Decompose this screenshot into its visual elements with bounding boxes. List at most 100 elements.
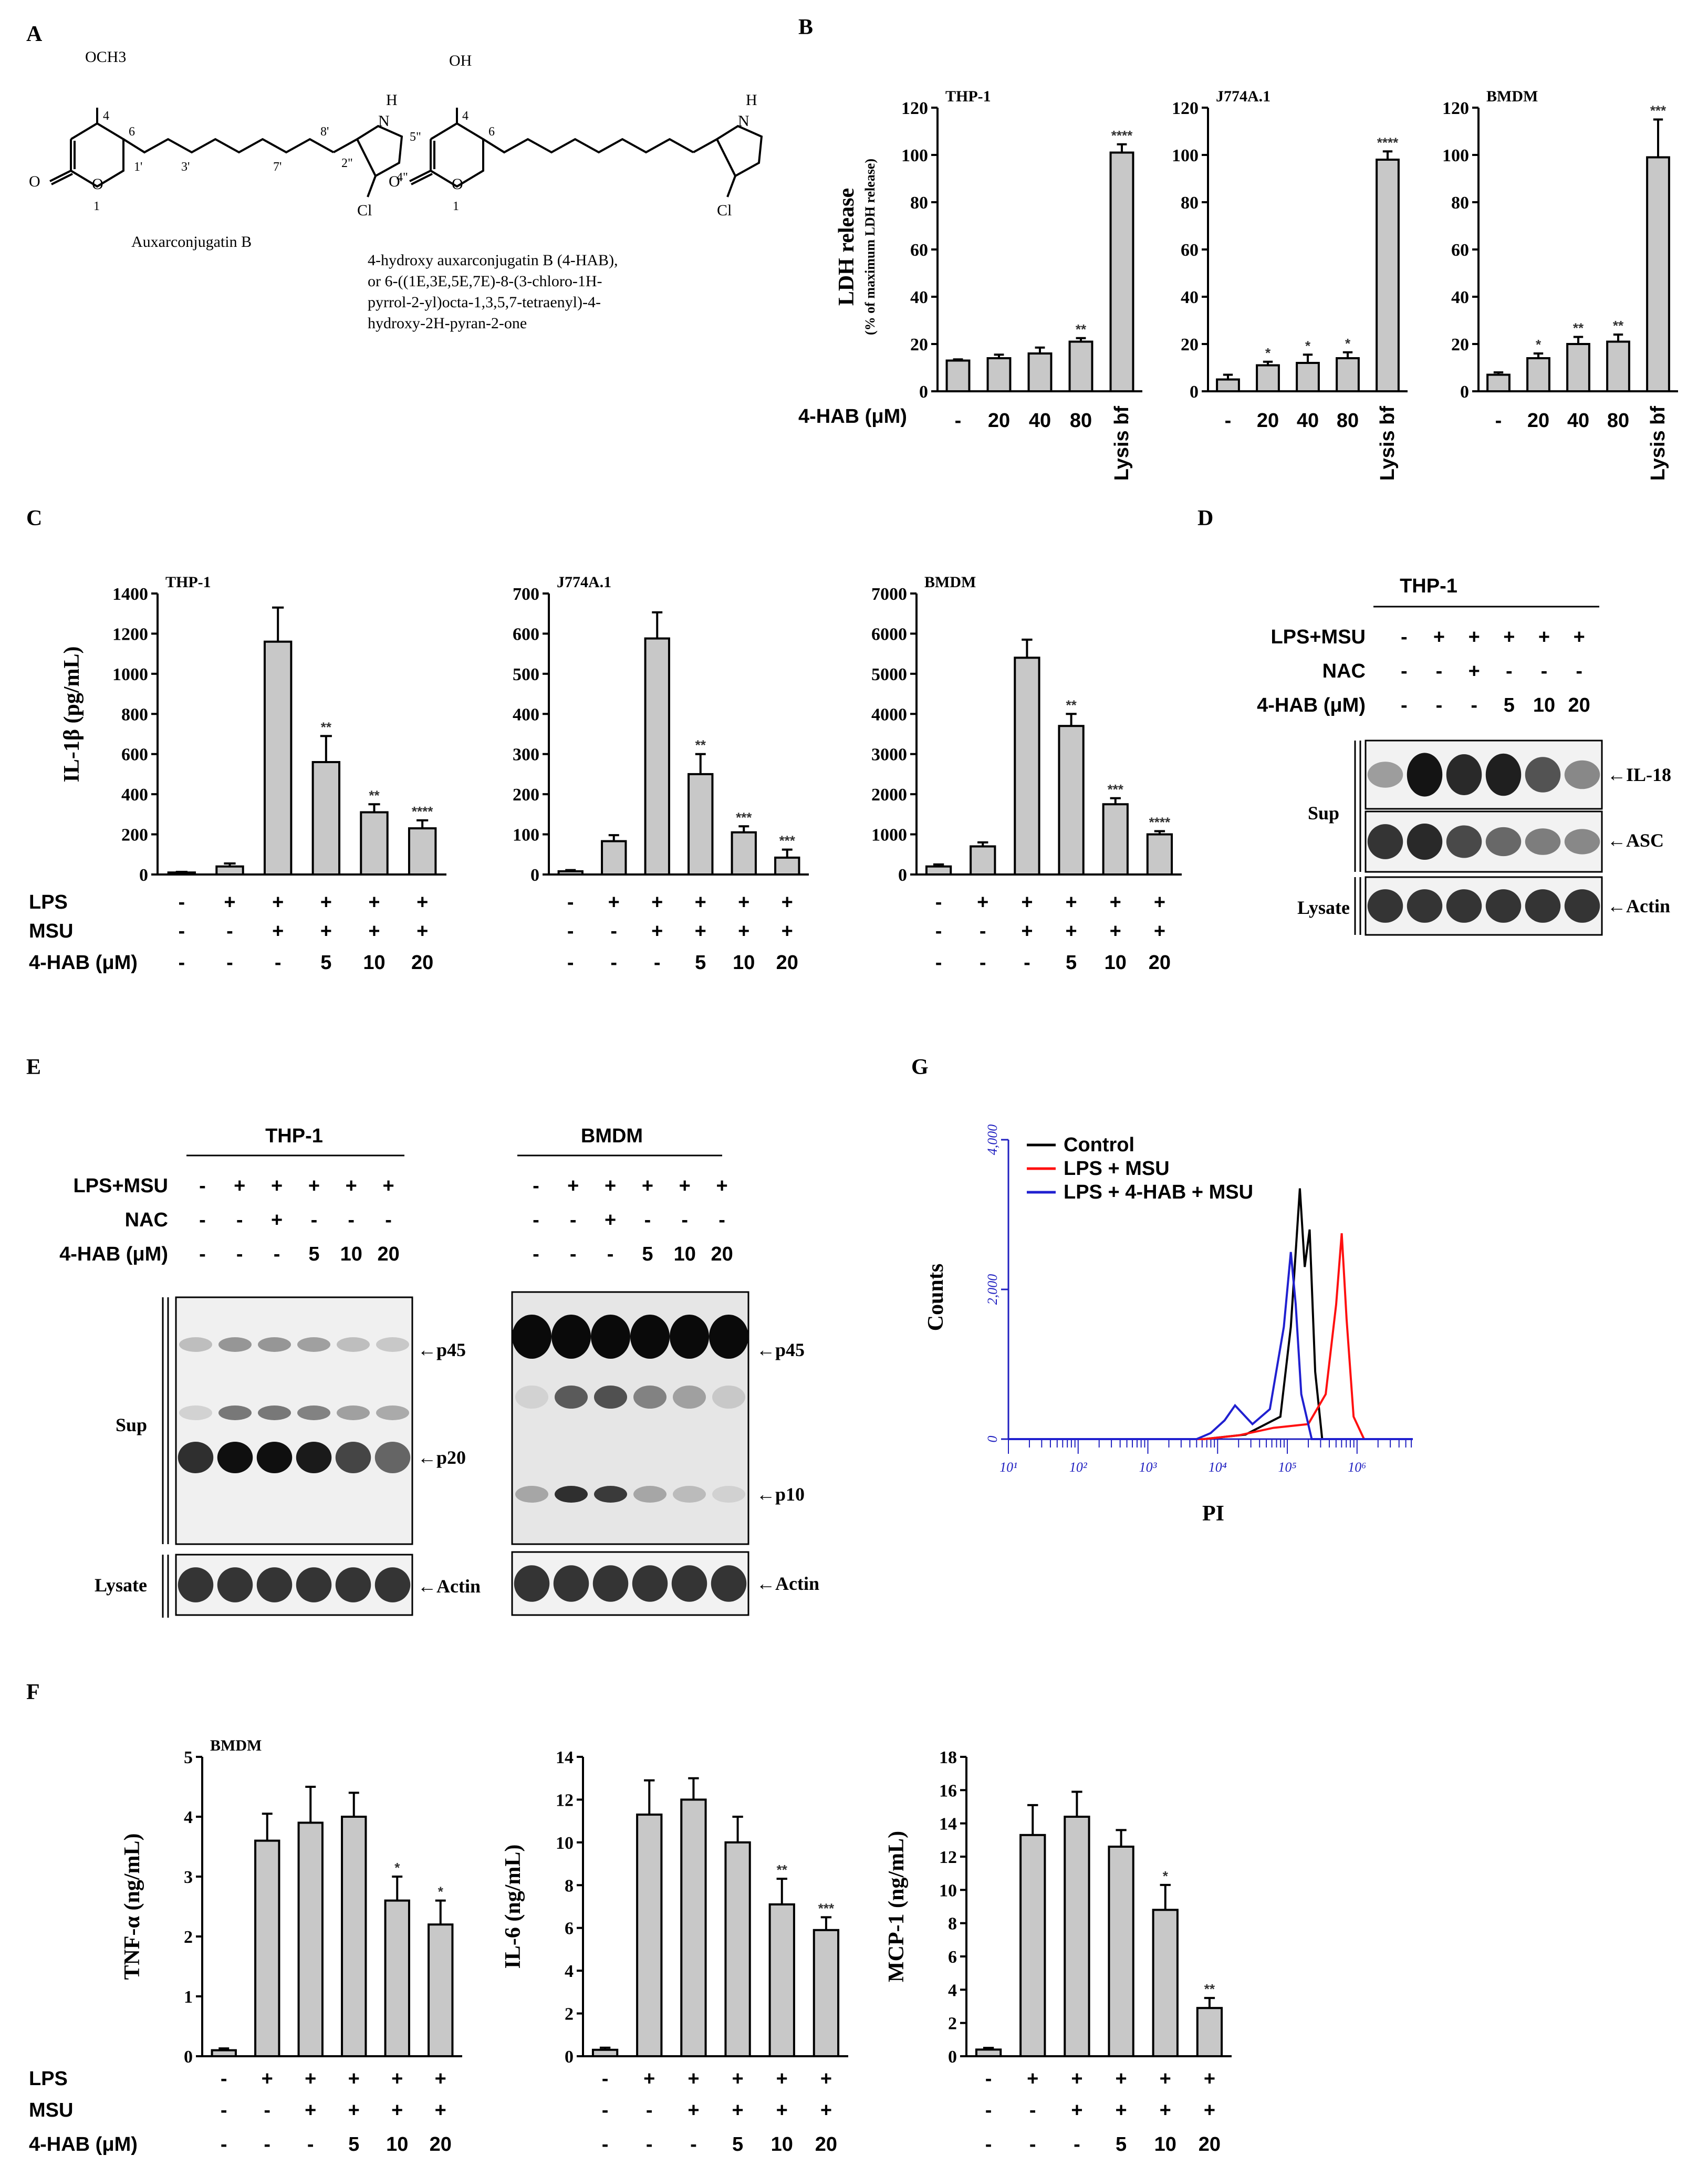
condition-value: 5 bbox=[320, 952, 331, 974]
blot-actin-d-band bbox=[1525, 889, 1561, 923]
condition-value: + bbox=[651, 920, 663, 942]
chart-title: BMDM bbox=[1486, 88, 1538, 105]
structure-4-hab-labels: OH 4 O O 6 1 H N Cl 4-hydroxy auxarconju… bbox=[368, 52, 757, 332]
condition-row-label: 4-HAB (μM) bbox=[29, 952, 138, 974]
bar bbox=[1646, 156, 1670, 392]
condition-value: 20 bbox=[411, 952, 433, 974]
condition-value: - bbox=[644, 1209, 651, 1231]
blot-p20-band bbox=[374, 1442, 411, 1473]
atom-label: N bbox=[378, 112, 390, 130]
y-axis-label: TNF-α (ng/mL) bbox=[120, 1834, 144, 1980]
significance-marker: **** bbox=[1111, 128, 1133, 143]
condition-value: 20 bbox=[711, 1243, 733, 1265]
bar bbox=[768, 1903, 795, 2057]
blot-actin-d-band bbox=[1564, 889, 1600, 923]
blot-bmdm-sup-frame bbox=[511, 1291, 749, 1545]
condition-value: + bbox=[1574, 626, 1585, 648]
condition-value: 5 bbox=[695, 952, 706, 974]
y-tick-label: 400 bbox=[121, 785, 148, 805]
y-tick-label: 6 bbox=[948, 1948, 957, 1967]
condition-value: + bbox=[262, 2068, 273, 2090]
condition-value: + bbox=[1154, 920, 1165, 942]
y-tick-label: 1200 bbox=[112, 624, 148, 644]
condition-value: - bbox=[1436, 660, 1443, 682]
blot-p30-band bbox=[555, 1386, 588, 1409]
bar bbox=[644, 637, 670, 876]
blot-il18-band bbox=[1485, 753, 1522, 796]
band-label: ←Actin bbox=[418, 1576, 481, 1597]
atom-label: N bbox=[738, 112, 749, 130]
condition-value: - bbox=[570, 1209, 577, 1231]
blot-p30-band bbox=[712, 1386, 745, 1409]
panel-b-ylabel-sub: (% of maximum LDH release) bbox=[862, 159, 878, 335]
significance-marker: **** bbox=[1377, 134, 1399, 150]
bar bbox=[1102, 803, 1129, 876]
condition-value: + bbox=[688, 2099, 699, 2121]
significance-marker: ** bbox=[1076, 321, 1087, 337]
y-tick-label: 0 bbox=[184, 2047, 193, 2067]
panel-letter-f: F bbox=[26, 1680, 40, 1704]
bar bbox=[408, 827, 437, 876]
bar bbox=[925, 865, 952, 876]
y-tick-label: 2,000 bbox=[985, 1274, 1000, 1305]
blot-p20-band bbox=[296, 1442, 332, 1473]
condition-value: - bbox=[980, 920, 986, 942]
compound-description-line: pyrrol-2-yl)octa-1,3,5,7-tetraenyl)-4- bbox=[368, 294, 601, 311]
bar bbox=[975, 2048, 1002, 2057]
y-tick-label: 4000 bbox=[871, 705, 907, 724]
bar bbox=[254, 1839, 280, 2058]
blot-il18-band bbox=[1525, 757, 1561, 793]
y-tick-label: 80 bbox=[910, 193, 928, 213]
condition-value: - bbox=[1029, 2099, 1036, 2121]
compound-description-line: or 6-((1E,3E,5E,7E)-8-(3-chloro-1H- bbox=[368, 273, 602, 290]
condition-value: + bbox=[1469, 660, 1480, 682]
condition-value: + bbox=[271, 1175, 283, 1197]
y-tick-label: 16 bbox=[939, 1781, 957, 1800]
blot-asc-band bbox=[1564, 829, 1600, 855]
y-tick-label: 1400 bbox=[112, 585, 148, 604]
condition-value: + bbox=[391, 2099, 403, 2121]
y-tick-label: 8 bbox=[565, 1876, 574, 1896]
y-tick-label: 0 bbox=[948, 2047, 957, 2067]
y-tick-label: 0 bbox=[1460, 382, 1469, 402]
condition-value: - bbox=[646, 2099, 653, 2121]
condition-row-label: 4-HAB (μM) bbox=[59, 1243, 168, 1265]
bar bbox=[1216, 378, 1240, 392]
bar bbox=[360, 811, 389, 876]
blot-actin-e-left-band bbox=[296, 1567, 332, 1602]
panel-c-ylabel: IL-1β (pg/mL) bbox=[60, 647, 84, 783]
y-tick-label: 4 bbox=[948, 1981, 957, 2000]
band-label: ←p45 bbox=[756, 1339, 805, 1360]
y-tick-label: 120 bbox=[1442, 99, 1469, 118]
blot-il18-band bbox=[1564, 760, 1600, 789]
condition-value: - bbox=[718, 1209, 725, 1231]
y-tick-label: 5 bbox=[184, 1748, 193, 1767]
panel-d-sup-label: Sup bbox=[1308, 803, 1339, 824]
y-tick-label: 40 bbox=[1451, 288, 1469, 307]
condition-value: - bbox=[311, 1209, 318, 1231]
bar bbox=[1108, 1846, 1134, 2057]
panel-letter-a: A bbox=[26, 22, 43, 46]
condition-row-label: LPS+MSU bbox=[1270, 626, 1366, 648]
panel-g-legend: Control LPS + MSU LPS + 4-HAB + MSU bbox=[1027, 1134, 1253, 1203]
condition-value: - bbox=[226, 952, 233, 974]
y-tick-label: 0 bbox=[565, 2047, 574, 2067]
condition-value: - bbox=[307, 2133, 314, 2155]
blot-asc-band bbox=[1367, 824, 1403, 859]
bar bbox=[970, 845, 996, 876]
atom-label: O bbox=[29, 173, 40, 190]
condition-value: 10 bbox=[363, 952, 385, 974]
condition-value: + bbox=[977, 891, 988, 913]
structure-auxarconjugatin-b bbox=[49, 108, 403, 197]
bar bbox=[1256, 364, 1280, 392]
x-tick-label: 20 bbox=[1527, 410, 1549, 432]
y-tick-label: 600 bbox=[121, 745, 148, 765]
y-tick-label: 0 bbox=[1190, 382, 1199, 402]
bar bbox=[1486, 373, 1511, 392]
atom-label: OCH3 bbox=[85, 48, 126, 66]
significance-marker: * bbox=[1265, 345, 1271, 361]
y-tick-label: 200 bbox=[513, 785, 539, 805]
y-tick-label: 1 bbox=[184, 1987, 193, 2007]
y-tick-label: 60 bbox=[1181, 241, 1199, 260]
